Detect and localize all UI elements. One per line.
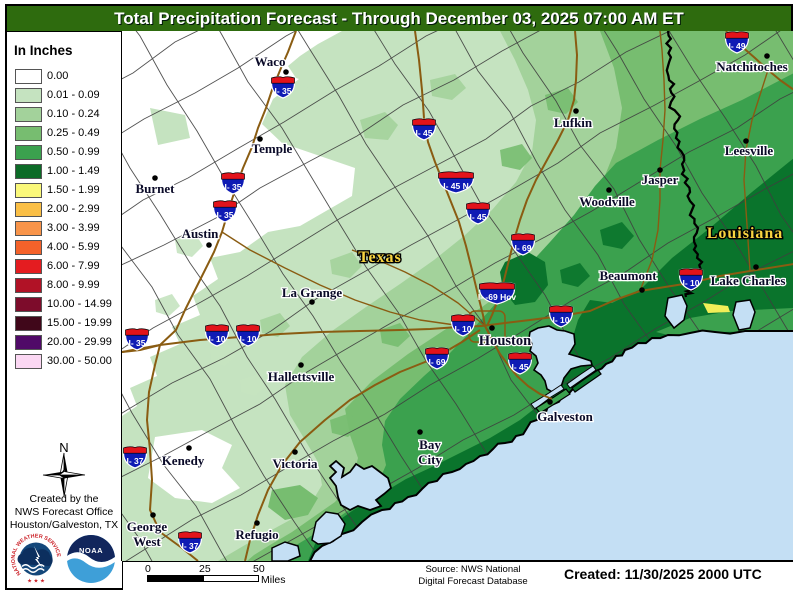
svg-text:Austin: Austin (182, 226, 220, 241)
svg-text:I- 45: I- 45 (469, 212, 486, 222)
svg-text:N: N (59, 440, 68, 455)
svg-text:Bay: Bay (419, 437, 441, 452)
svg-text:I- 45: I- 45 (415, 128, 432, 138)
svg-text:NWS Forecast Office: NWS Forecast Office (15, 506, 114, 518)
svg-text:Galveston: Galveston (537, 409, 593, 424)
svg-text:I- 37: I- 37 (126, 456, 143, 466)
svg-text:★ ★ ★: ★ ★ ★ (27, 578, 45, 585)
svg-text:George: George (127, 519, 168, 534)
svg-text:Created by the: Created by the (30, 493, 99, 505)
svg-text:Hallettsville: Hallettsville (268, 369, 335, 384)
svg-text:Victoria: Victoria (273, 456, 318, 471)
svg-text:West: West (133, 534, 161, 549)
svg-text:I- 45: I- 45 (511, 362, 528, 372)
svg-text:Beaumont: Beaumont (599, 268, 657, 283)
svg-text:Burnet: Burnet (136, 181, 176, 196)
svg-text:Louisiana: Louisiana (707, 225, 784, 242)
svg-text:I- -69 Hov: I- -69 Hov (478, 292, 517, 302)
svg-text:Houston/Galveston, TX: Houston/Galveston, TX (10, 519, 118, 531)
svg-text:Waco: Waco (254, 54, 285, 69)
svg-text:Temple: Temple (252, 141, 293, 156)
svg-text:I- 10: I- 10 (239, 334, 256, 344)
svg-text:Texas: Texas (358, 249, 402, 266)
svg-text:Lake Charles: Lake Charles (711, 273, 786, 288)
svg-text:I- 35: I- 35 (128, 338, 145, 348)
svg-text:I- 10: I- 10 (454, 324, 471, 334)
svg-text:I- 45 N: I- 45 N (443, 181, 469, 191)
svg-text:I- 35: I- 35 (224, 182, 241, 192)
svg-text:I- 10: I- 10 (552, 315, 569, 325)
svg-text:I- 10: I- 10 (208, 334, 225, 344)
svg-text:Lufkin: Lufkin (554, 115, 593, 130)
svg-text:La Grange: La Grange (282, 285, 343, 300)
svg-text:Refugio: Refugio (235, 527, 278, 542)
svg-text:I- 69: I- 69 (428, 357, 445, 367)
svg-text:I- 49: I- 49 (728, 41, 745, 51)
svg-text:Kenedy: Kenedy (162, 453, 205, 468)
svg-text:I- 37: I- 37 (181, 541, 198, 551)
svg-text:I- 10: I- 10 (682, 278, 699, 288)
svg-text:I- 69: I- 69 (514, 243, 531, 253)
svg-text:Leesville: Leesville (725, 143, 774, 158)
svg-text:NOAA: NOAA (79, 546, 103, 555)
svg-text:Woodville: Woodville (579, 194, 635, 209)
svg-text:I- 35: I- 35 (216, 210, 233, 220)
svg-text:Natchitoches: Natchitoches (716, 59, 788, 74)
svg-text:Houston: Houston (479, 333, 531, 349)
svg-text:I- 35: I- 35 (274, 86, 291, 96)
svg-text:Jasper: Jasper (642, 172, 679, 187)
svg-text:City: City (418, 452, 442, 467)
